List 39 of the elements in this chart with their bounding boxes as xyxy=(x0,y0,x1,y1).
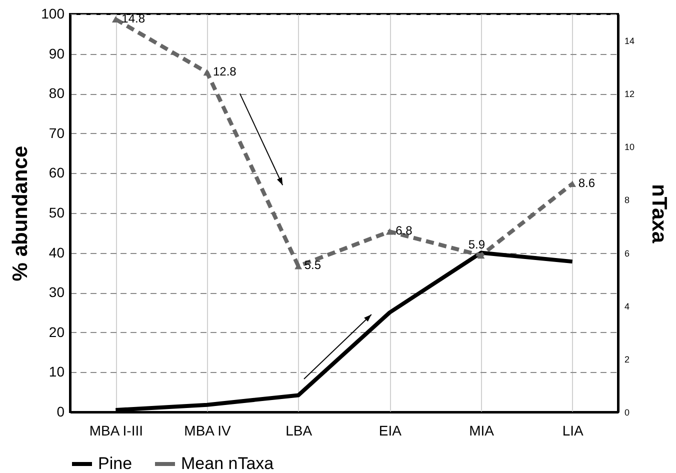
data-label: 6.8 xyxy=(396,224,413,238)
x-tick-label: MBA IV xyxy=(184,422,232,438)
y2-tick-label: 2 xyxy=(624,354,630,364)
y-tick-label: 40 xyxy=(48,244,65,260)
y-tick-label: 80 xyxy=(48,85,65,102)
y-tick-label: 30 xyxy=(48,284,65,300)
data-label: 8.6 xyxy=(578,176,596,190)
legend-label: Pine xyxy=(98,454,132,473)
data-label: 5.5 xyxy=(304,258,322,272)
y-tick-label: 50 xyxy=(48,204,65,220)
y2-tick-label: 4 xyxy=(624,301,630,312)
data-label: 5.9 xyxy=(468,237,486,252)
point xyxy=(203,69,211,76)
y2-tick-label: 0 xyxy=(624,408,630,418)
y-tick-label: 60 xyxy=(48,164,65,181)
y2-tick-label: 14 xyxy=(624,36,635,46)
y-tick-label: 90 xyxy=(48,45,65,62)
y-tick-label: 70 xyxy=(48,124,65,141)
y2-tick-label: 10 xyxy=(624,142,635,152)
point xyxy=(568,180,576,188)
point xyxy=(477,252,485,259)
y-tick-label: 100 xyxy=(41,6,65,22)
x-tick-label: LBA xyxy=(286,422,313,438)
y2-tick-label: 6 xyxy=(624,248,630,258)
y2-axis-title: nTaxa xyxy=(648,184,671,244)
y2-tick-label: 12 xyxy=(624,89,635,100)
x-tick-label: MBA I-III xyxy=(89,422,144,438)
data-label: 12.8 xyxy=(213,64,237,78)
data-label: 14.8 xyxy=(122,11,146,26)
point xyxy=(386,228,394,235)
y-tick-label: 20 xyxy=(48,324,65,340)
y-tick-label: 10 xyxy=(48,364,65,380)
y2-tick-label: 8 xyxy=(624,195,630,206)
x-tick-label: EIA xyxy=(378,422,402,438)
x-tick-label: LIA xyxy=(562,422,584,438)
x-tick-label: MIA xyxy=(469,422,495,438)
legend-label: Mean nTaxa xyxy=(181,454,274,473)
y-axis-title: % abundance xyxy=(9,146,32,282)
y-tick-label: 0 xyxy=(56,404,65,420)
